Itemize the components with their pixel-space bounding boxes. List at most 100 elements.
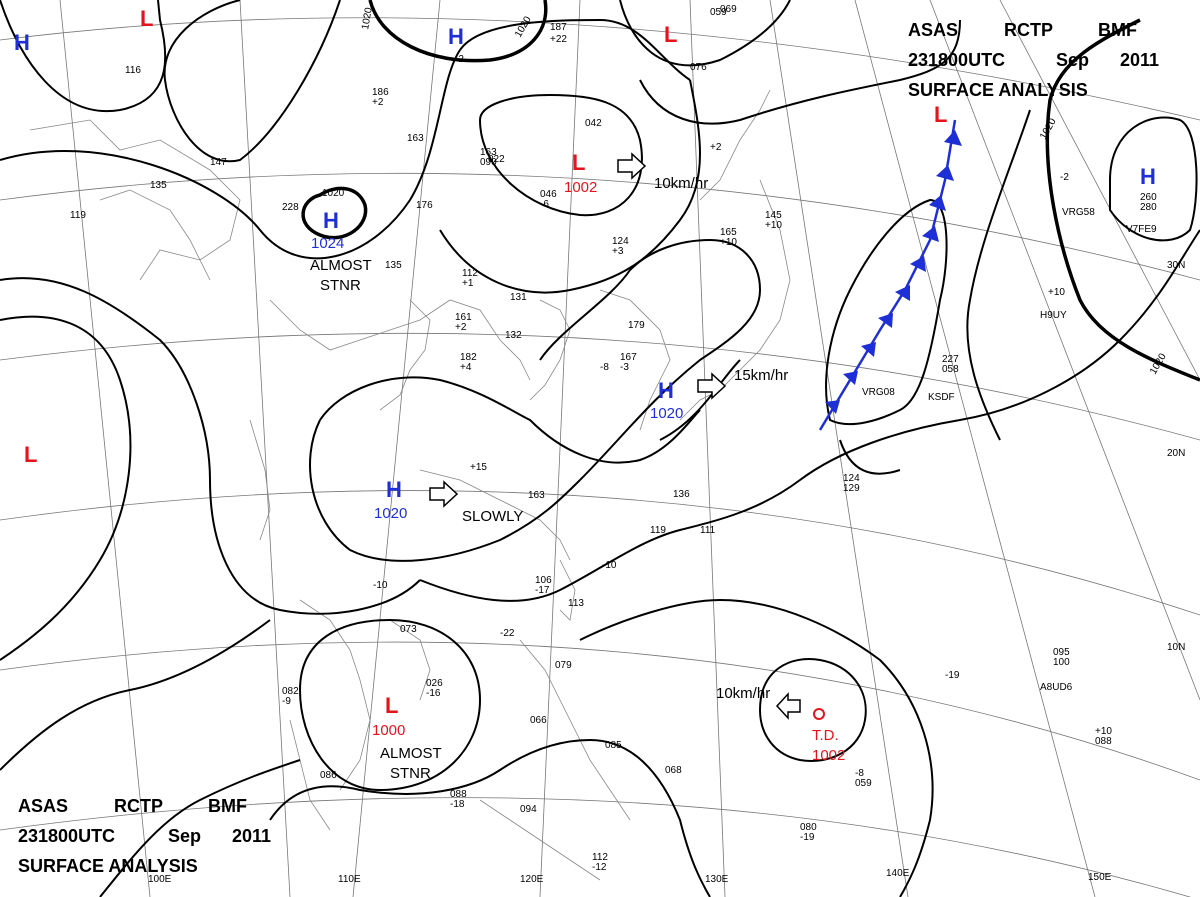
station-value: 046 [540,189,557,200]
station-value: 095 [1053,647,1070,658]
station-value: +10 [1095,726,1112,737]
lon-label-120: 120E [520,874,544,885]
station-value: 111 [700,525,716,536]
latitude-labels: 30N 20N 10N [1167,260,1185,653]
station-value: 135 [385,260,402,271]
low-center: L [934,102,947,127]
station-value: 066 [530,715,547,726]
station-value: 186 [372,87,389,98]
high-center: H [448,24,464,49]
station-id: H9UY [1040,310,1067,321]
station-value: 132 [505,330,522,341]
header-bottom: ASAS RCTP BMF 231800UTC Sep 2011 SURFACE… [18,796,271,876]
station-value: 059 [855,778,872,789]
station-value: 280 [1140,202,1157,213]
motion-label: ALMOST [380,745,442,762]
header-time: 231800UTC [908,50,1005,70]
high-center: H [386,477,402,502]
station-value: 088 [450,789,467,800]
station-value: 260 [1140,192,1157,203]
station-value: -9 [282,696,291,707]
station-value: 131 [510,292,527,303]
station-value: -2 [1060,172,1069,183]
station-value: 167 [620,352,637,363]
isobar-label: 1020 [322,188,345,199]
station-value: 124 [843,473,860,484]
station-value: -10 [602,560,617,571]
motion-label: STNR [390,765,431,782]
high-center: H [323,208,339,233]
lat-label-30: 30N [1167,260,1185,271]
station-value: 227 [942,354,959,365]
station-value: +2 [372,97,384,108]
station-ids: VRG08 H9UY KSDF A8UD6 V7FE9 VRG58 [862,207,1157,693]
station-value: 176 [416,200,433,211]
station-value: -18 [450,799,465,810]
cold-front [818,119,962,431]
station-value: 090 [480,157,497,168]
motion-label: ALMOST [310,257,372,274]
motion-label: STNR [320,277,361,294]
isobar-label: 1020 [360,6,375,30]
high-pressure-value: 1024 [311,235,344,252]
station-value: +2 [455,322,467,333]
motion-arrows [429,152,801,720]
pressure-systems: H L H L H 1024 L 1002 H 1020 H 1020 L H … [14,6,1156,764]
station-value: 088 [1095,736,1112,747]
station-value: +15 [470,462,487,473]
station-value: +10 [720,237,737,248]
station-value: 058 [942,364,959,375]
motion-label: SLOWLY [462,508,523,525]
station-value: 147 [210,157,227,168]
station-value: 022 [488,154,505,165]
lon-label-130: 130E [705,874,729,885]
station-value: -17 [535,585,550,596]
station-id: V7FE9 [1126,224,1157,235]
lon-label-100: 100E [148,874,172,885]
header-year: 2011 [1120,50,1159,70]
header-top: ASAS RCTP BMF 231800UTC Sep 2011 SURFACE… [908,20,1159,100]
station-value: -10 [373,580,388,591]
lon-label-110: 110E [338,874,361,885]
station-value: 179 [628,320,645,331]
header-title-office: BMF [1098,20,1137,40]
station-value: 161 [455,312,472,323]
station-value: -8 [855,768,864,779]
high-center: H [14,30,30,55]
header-month: Sep [1056,50,1089,70]
station-value: 112 [592,852,608,863]
low-center: L [664,22,677,47]
station-value: -6 [0,0,9,3]
station-value: 068 [665,765,682,776]
header-month: Sep [168,826,201,846]
station-value: 135 [150,180,167,191]
station-value: 116 [125,65,141,76]
station-value: -6 [540,199,549,210]
motion-label: 10km/hr [654,175,708,192]
lat-label-20: 20N [1167,448,1185,459]
station-plots: 116187+22042-2186+2163059+20220761471351… [0,0,1157,873]
header-title-station: RCTP [1004,20,1053,40]
station-value: 106 [535,575,552,586]
station-value: 145 [765,210,782,221]
station-numbers: 116187+22042-2186+2163059+20220761471351… [0,0,1157,873]
station-value: 042 [585,118,602,129]
high-center: H [658,378,674,403]
station-value: 182 [460,352,477,363]
station-value: 069 [720,4,737,15]
td-pressure-value: 1002 [812,747,845,764]
station-value: 086 [320,770,337,781]
header-year: 2011 [232,826,271,846]
station-value: -2 [455,54,464,65]
parallel-lines [0,17,1200,897]
motion-label: 15km/hr [734,367,788,384]
lon-label-140: 140E [886,868,910,879]
motion-labels: ALMOST STNR 10km/hr 15km/hr SLOWLY 10km/… [310,175,788,782]
meridian-lines [59,0,1200,897]
low-pressure-value: 1000 [372,722,405,739]
station-id: VRG58 [1062,207,1095,218]
station-value: 073 [400,624,417,635]
station-value: 163 [407,133,424,144]
